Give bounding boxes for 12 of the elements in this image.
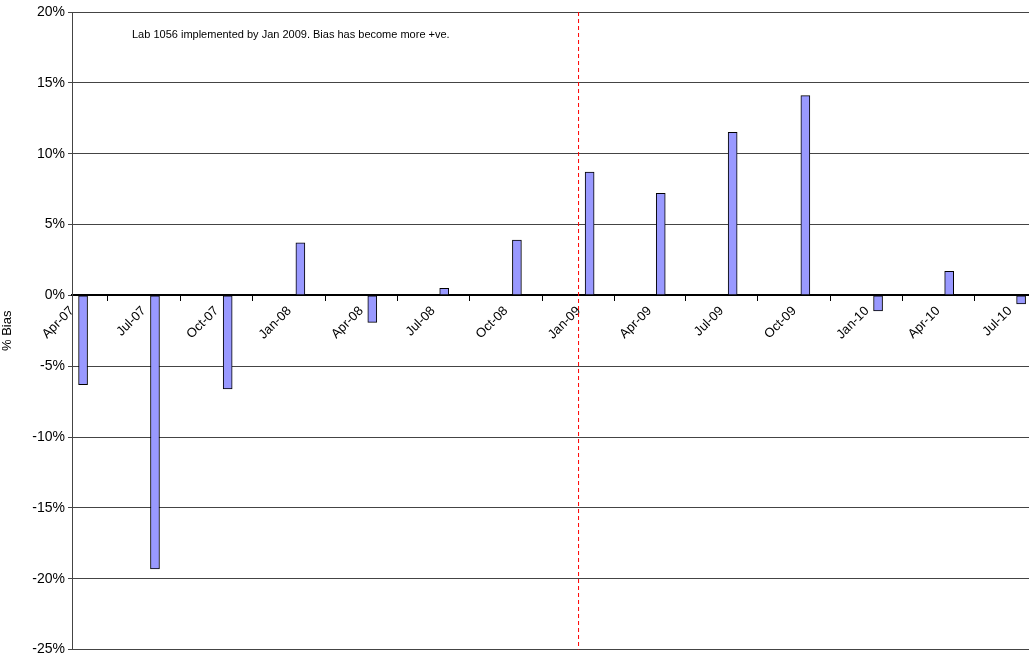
y-tick-label: 0% bbox=[44, 286, 65, 303]
y-tick-label: 10% bbox=[36, 144, 65, 161]
y-tick-label: -15% bbox=[32, 498, 65, 515]
y-tick-label: -5% bbox=[40, 357, 65, 374]
y-tick-label: -20% bbox=[32, 569, 65, 586]
y-tick-label: -25% bbox=[32, 640, 65, 657]
y-tick-label: 20% bbox=[36, 2, 65, 19]
y-axis-title: % Bias bbox=[0, 310, 15, 352]
annotation: Lab 1056 implemented by Jan 2009. Bias has become more +ve. bbox=[132, 27, 450, 40]
y-tick-label: 15% bbox=[36, 73, 65, 90]
y-tick-label: 5% bbox=[44, 215, 65, 232]
y-tick-label: -10% bbox=[32, 427, 65, 444]
